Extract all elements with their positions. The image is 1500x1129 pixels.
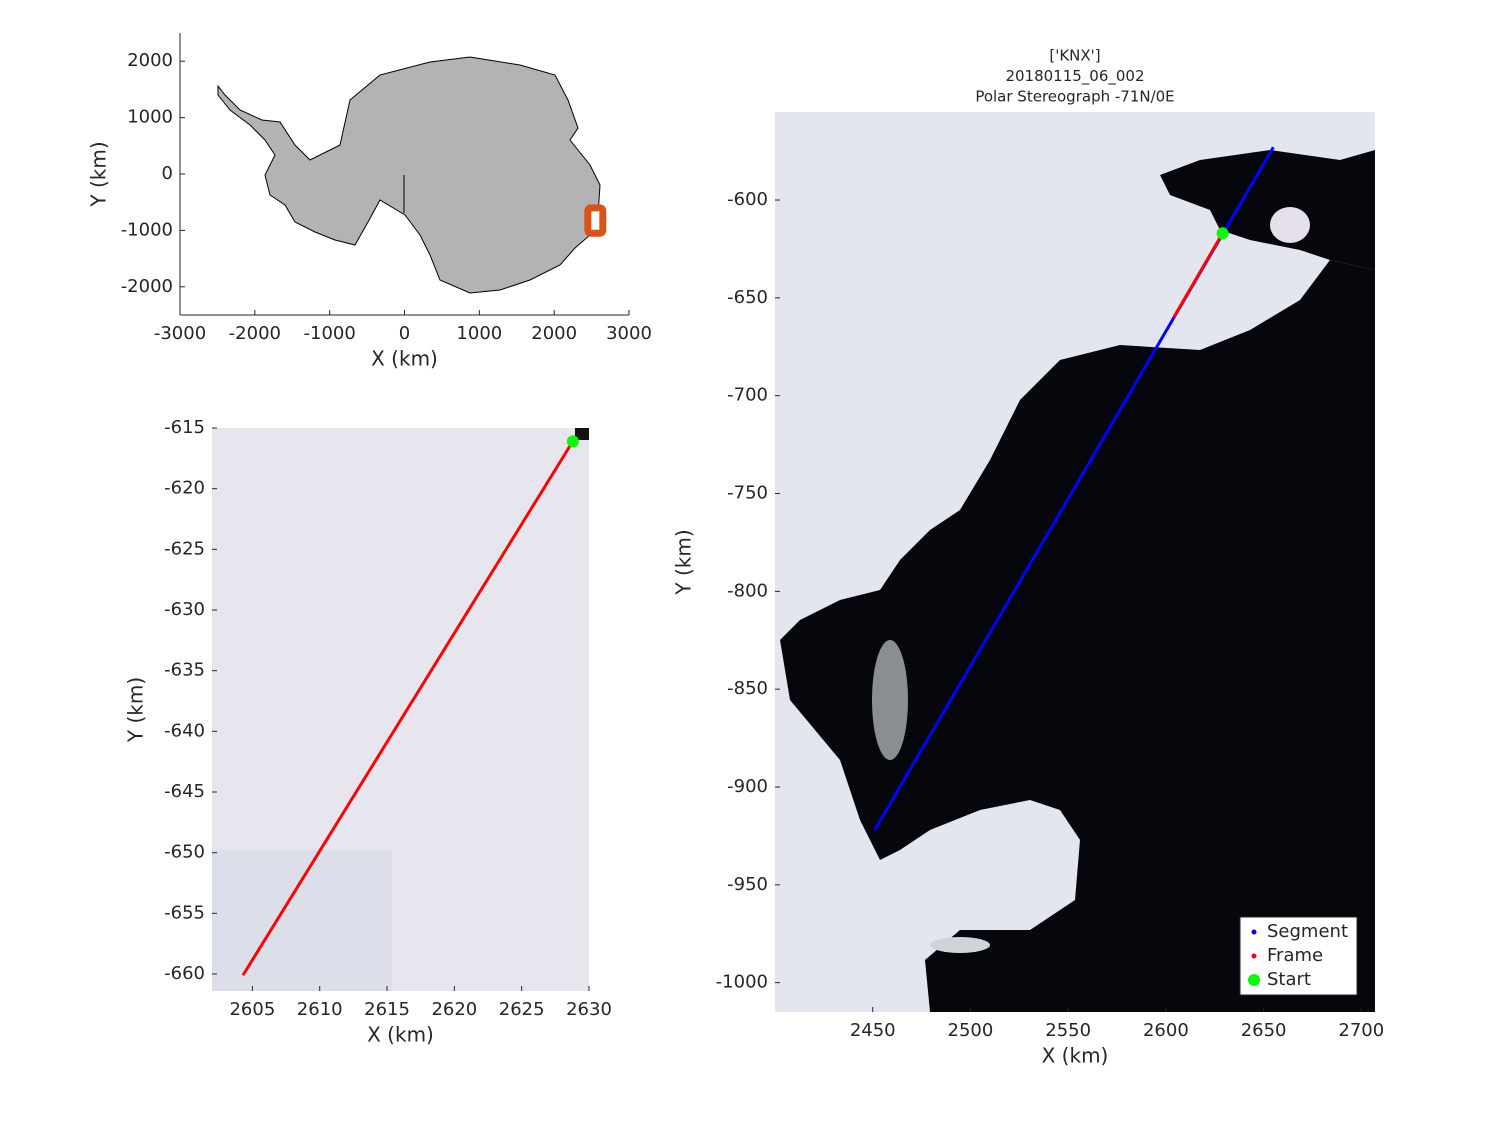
imagery-ocean xyxy=(780,260,1375,1012)
x-axis-label: X (km) xyxy=(1042,1044,1109,1068)
legend-marker xyxy=(1248,974,1260,986)
x-tick-label: 2500 xyxy=(948,1020,994,1041)
iceberg xyxy=(1270,207,1310,243)
legend-label: Segment xyxy=(1267,921,1348,942)
continent xyxy=(217,56,601,294)
x-tick-label: 2625 xyxy=(499,999,545,1020)
y-tick-label: -750 xyxy=(727,483,768,504)
sea-ice xyxy=(872,640,908,760)
y-tick-label: -650 xyxy=(164,842,205,863)
legend-marker xyxy=(1251,929,1257,935)
y-tick-label: -660 xyxy=(164,963,205,984)
x-tick-label: 2600 xyxy=(1143,1020,1189,1041)
y-tick-label: -800 xyxy=(727,580,768,601)
y-tick-label: -700 xyxy=(727,385,768,406)
y-tick-label: -615 xyxy=(164,417,205,438)
y-tick-label: -655 xyxy=(164,902,205,923)
legend-label: Frame xyxy=(1267,945,1323,966)
track xyxy=(241,440,575,977)
x-tick-label: 2000 xyxy=(531,323,577,344)
x-tick-label: 2450 xyxy=(850,1020,896,1041)
y-tick-label: -850 xyxy=(727,678,768,699)
y-axis-label: Y (km) xyxy=(124,677,148,743)
x-tick-label: 2550 xyxy=(1045,1020,1091,1041)
y-tick-label: -950 xyxy=(727,874,768,895)
y-tick-label: -625 xyxy=(164,538,205,559)
y-axis-label: Y (km) xyxy=(87,141,111,207)
x-tick-label: 3000 xyxy=(606,323,652,344)
y-axis-label: Y (km) xyxy=(672,529,696,595)
x-axis-label: X (km) xyxy=(367,1023,434,1047)
imagery-crevasses xyxy=(212,850,392,991)
y-tick-label: 0 xyxy=(162,163,173,184)
start-point xyxy=(566,435,579,448)
legend-label: Start xyxy=(1267,969,1311,990)
y-tick-label: -640 xyxy=(164,720,205,741)
track xyxy=(1172,232,1224,319)
y-tick-label: -1000 xyxy=(716,972,768,993)
x-tick-label: 2630 xyxy=(566,999,612,1020)
region-box xyxy=(584,204,607,237)
imagery-ocean xyxy=(1160,150,1375,270)
imagery xyxy=(775,112,1375,132)
x-tick-label: 2700 xyxy=(1338,1020,1384,1041)
x-tick-label: -1000 xyxy=(304,323,356,344)
iceberg xyxy=(930,937,990,953)
y-tick-label: -600 xyxy=(727,189,768,210)
y-tick-label: 2000 xyxy=(127,50,173,71)
x-tick-label: 2610 xyxy=(297,999,343,1020)
y-tick-label: -645 xyxy=(164,781,205,802)
x-tick-label: -3000 xyxy=(154,323,206,344)
y-tick-label: -620 xyxy=(164,478,205,499)
chart-title: Polar Stereograph -71N/0E xyxy=(975,88,1174,106)
x-tick-label: -2000 xyxy=(229,323,281,344)
y-tick-label: -2000 xyxy=(121,276,173,297)
y-tick-label: -1000 xyxy=(121,219,173,240)
start-point xyxy=(1216,227,1229,240)
chart-title: 20180115_06_002 xyxy=(1005,67,1144,86)
x-tick-label: 2650 xyxy=(1241,1020,1287,1041)
x-tick-label: 0 xyxy=(399,323,410,344)
y-tick-label: 1000 xyxy=(127,107,173,128)
x-tick-label: 1000 xyxy=(456,323,502,344)
legend-marker xyxy=(1251,953,1257,959)
y-tick-label: -900 xyxy=(727,776,768,797)
y-tick-label: -650 xyxy=(727,287,768,308)
x-tick-label: 2615 xyxy=(364,999,410,1020)
x-tick-label: 2605 xyxy=(229,999,275,1020)
y-tick-label: -635 xyxy=(164,660,205,681)
x-tick-label: 2620 xyxy=(431,999,477,1020)
imagery-ocean xyxy=(575,428,589,440)
y-tick-label: -630 xyxy=(164,599,205,620)
x-axis-label: X (km) xyxy=(371,347,438,371)
chart-title: ['KNX'] xyxy=(1049,47,1100,65)
